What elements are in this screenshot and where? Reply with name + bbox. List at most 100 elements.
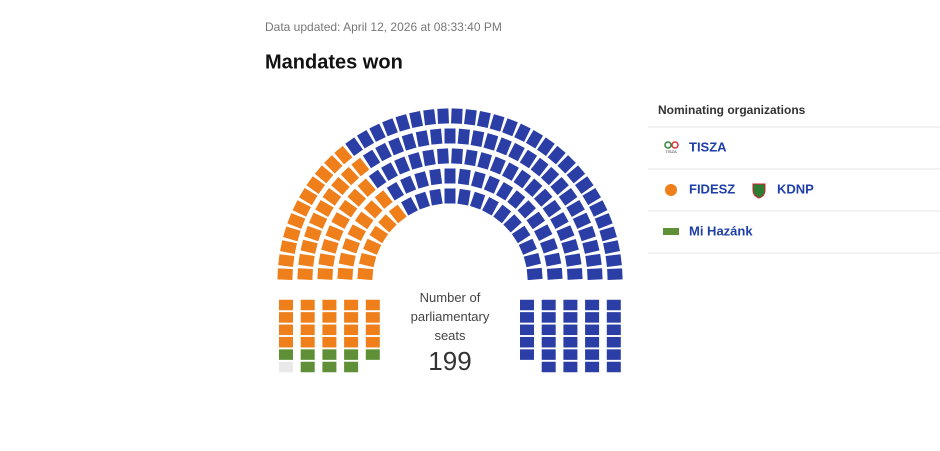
seat [292, 200, 311, 217]
seat [318, 253, 336, 267]
seat [444, 128, 456, 144]
seat [556, 225, 575, 242]
seat [315, 199, 334, 218]
seat [464, 149, 478, 167]
seat [317, 268, 333, 280]
seat [585, 312, 600, 323]
seat [541, 312, 556, 323]
total-seats: 199 [428, 346, 472, 376]
seat [300, 239, 318, 254]
seat [279, 324, 293, 336]
seat [451, 108, 463, 124]
seat [304, 225, 322, 242]
seat [457, 168, 471, 186]
seat [476, 111, 491, 128]
seat [322, 312, 337, 323]
legend-entry: Mi Hazánk [689, 223, 753, 238]
seat [563, 312, 578, 323]
seat [363, 238, 382, 255]
seat [493, 204, 512, 224]
seat [585, 336, 600, 348]
seat [541, 324, 556, 336]
seat [325, 225, 344, 242]
mi-hazank-logo [663, 228, 679, 235]
legend-entry[interactable]: KDNP [777, 181, 814, 196]
svg-text:TISZA: TISZA [665, 149, 677, 154]
seat [540, 166, 560, 186]
seat [298, 253, 315, 267]
seat [524, 178, 543, 198]
seat [503, 214, 522, 233]
seat [520, 349, 534, 360]
seat [322, 336, 337, 348]
seat [451, 148, 463, 164]
seat [347, 224, 366, 242]
seat [540, 238, 558, 254]
legend-entry: TISZA [689, 139, 727, 154]
seat [280, 240, 297, 255]
seat [594, 213, 613, 229]
seat [589, 200, 608, 217]
seat [356, 129, 375, 149]
seat [444, 188, 456, 204]
seat [344, 312, 359, 323]
seat [606, 361, 621, 373]
seat [400, 175, 417, 194]
seat [495, 182, 514, 201]
seat [365, 324, 380, 336]
seat [388, 137, 405, 156]
seat [607, 268, 623, 280]
seat [599, 226, 617, 242]
seat [297, 268, 313, 280]
seat [542, 199, 562, 218]
seat [357, 267, 374, 281]
seat [322, 188, 342, 206]
center-label: Number of parliamentary seats [410, 290, 490, 343]
legend-separators [648, 126, 940, 254]
seat [541, 349, 556, 360]
seat [279, 312, 293, 323]
seat [409, 111, 424, 128]
seat [401, 197, 418, 216]
seat [526, 211, 546, 230]
seat [585, 324, 600, 336]
seat [520, 336, 534, 348]
seat [382, 118, 398, 137]
seat [331, 212, 350, 229]
legend-title: Nominating organizations [658, 103, 806, 117]
seat [279, 349, 293, 360]
seat [566, 199, 585, 218]
seat [300, 299, 315, 311]
seat [415, 130, 430, 148]
seat [344, 324, 359, 336]
seat [381, 162, 398, 181]
seat [344, 336, 359, 348]
seat [369, 123, 386, 142]
seat [277, 268, 293, 280]
seat [279, 361, 293, 373]
seat [300, 361, 315, 373]
seat [520, 299, 534, 311]
seat [279, 299, 293, 311]
seat [388, 204, 407, 224]
seat [526, 267, 543, 281]
seat [489, 156, 506, 175]
seat [345, 137, 363, 157]
seat [408, 152, 423, 170]
seat [520, 312, 534, 323]
seat [469, 191, 486, 210]
seat [365, 336, 380, 348]
seat [457, 188, 471, 206]
legend-entry[interactable]: FIDESZ [689, 181, 735, 196]
seat [358, 252, 377, 268]
seat [520, 324, 534, 336]
seat [567, 268, 583, 280]
seat [394, 156, 411, 175]
seat [386, 182, 405, 201]
seat [365, 299, 380, 311]
seat [300, 324, 315, 336]
seat [344, 349, 359, 360]
seat [561, 239, 579, 254]
seat [395, 114, 411, 132]
seat [603, 240, 620, 255]
